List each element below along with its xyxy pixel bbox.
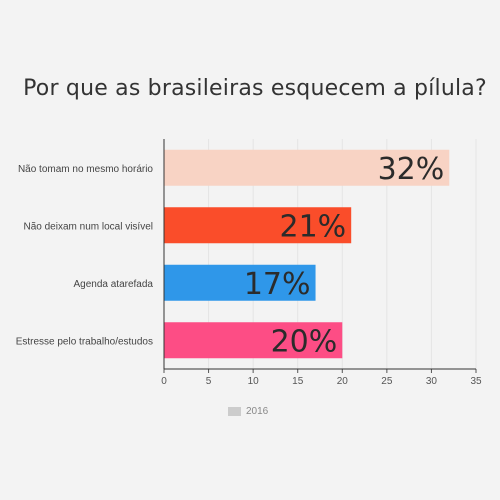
x-tick-label: 0 [161, 376, 167, 387]
category-label: Não tomam no mesmo horário [18, 164, 153, 175]
data-label: 21% [280, 209, 347, 244]
category-label: Estresse pelo trabalho/estudos [16, 336, 153, 347]
x-tick-label: 30 [426, 376, 438, 387]
legend-label: 2016 [246, 406, 269, 417]
x-tick-label: 15 [292, 376, 304, 387]
data-label: 32% [378, 152, 445, 187]
data-label: 17% [244, 267, 311, 302]
bar[interactable] [164, 322, 343, 359]
legend-swatch [228, 407, 241, 416]
legend[interactable]: 2016 [228, 406, 268, 417]
x-tick-label: 20 [337, 376, 349, 387]
x-tick-label: 10 [248, 376, 260, 387]
bar[interactable] [164, 207, 352, 244]
bars: 32% 21% 17% 20% [164, 149, 450, 359]
chart-title: Por que as brasileiras esquecem a pílula… [23, 76, 487, 101]
data-label: 20% [271, 324, 338, 359]
bar[interactable] [164, 149, 450, 186]
x-tick-label: 25 [381, 376, 393, 387]
bar[interactable] [164, 264, 316, 301]
category-label: Não deixam num local visível [24, 221, 154, 232]
x-tick-label: 35 [470, 376, 482, 387]
x-tick-label: 5 [206, 376, 212, 387]
axes: 0 5 10 15 20 25 30 35 Não tomam no mesmo horário… [16, 139, 482, 387]
category-label: Agenda atarefada [73, 279, 153, 290]
